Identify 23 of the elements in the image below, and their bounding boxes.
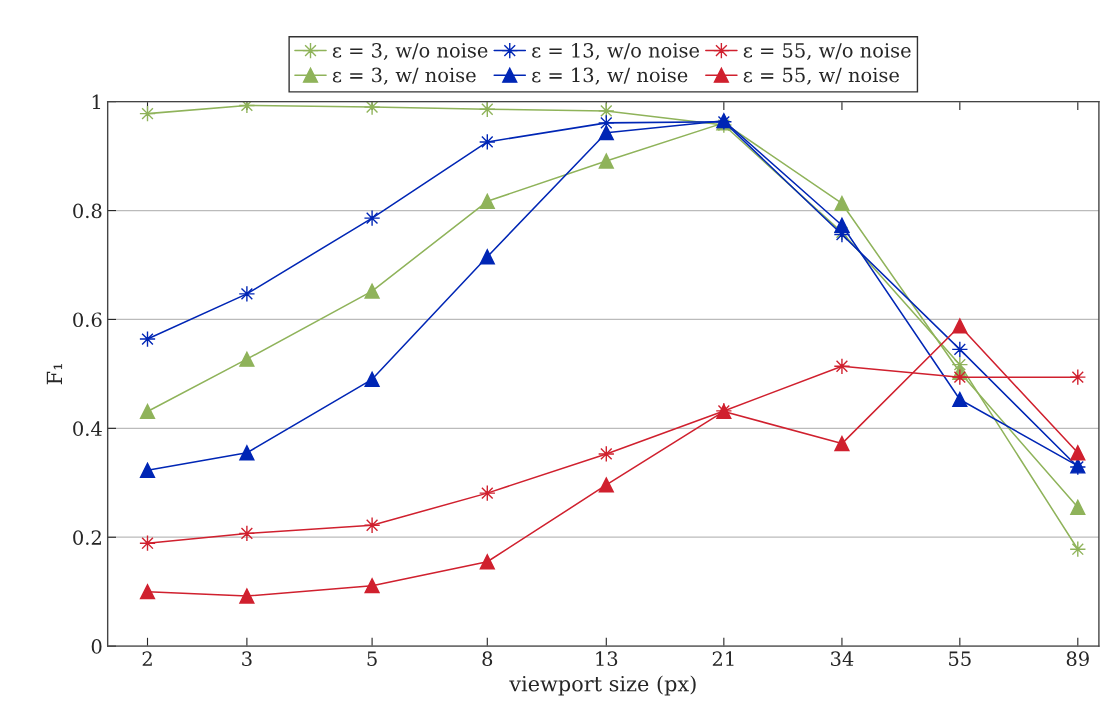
legend-label: ε = 13, w/o noise — [532, 42, 700, 61]
y-tick-label: 0.6 — [73, 312, 102, 328]
x-tick-label: 34 — [831, 651, 854, 667]
legend-label: ε = 3, w/o noise — [332, 42, 488, 61]
x-axis-title: viewport size (px) — [509, 675, 696, 696]
legend-label: ε = 55, w/ noise — [743, 67, 899, 85]
y-tick-label: 0 — [91, 639, 102, 654]
legend-label: ε = 55, w/o noise — [743, 43, 911, 61]
y-tick-label: 0.4 — [73, 421, 102, 436]
x-tick-label: 8 — [482, 651, 493, 667]
x-tick-label: 2 — [142, 651, 152, 666]
x-tick-label: 89 — [1066, 651, 1089, 667]
x-tick-label: 13 — [596, 651, 618, 667]
x-tick-label: 55 — [949, 651, 971, 667]
legend-label: ε = 3, w/ noise — [332, 67, 476, 85]
y-tick-label: 0.8 — [73, 203, 102, 219]
y-axis-title: F₁ — [46, 364, 63, 385]
x-tick-label: 5 — [367, 651, 377, 667]
x-tick-label: 3 — [242, 651, 252, 667]
y-tick-label: 0.2 — [73, 530, 101, 545]
x-tick-label: 21 — [712, 651, 734, 666]
legend-label: ε = 13, w/ noise — [532, 67, 688, 85]
y-tick-label: 1 — [92, 94, 101, 110]
